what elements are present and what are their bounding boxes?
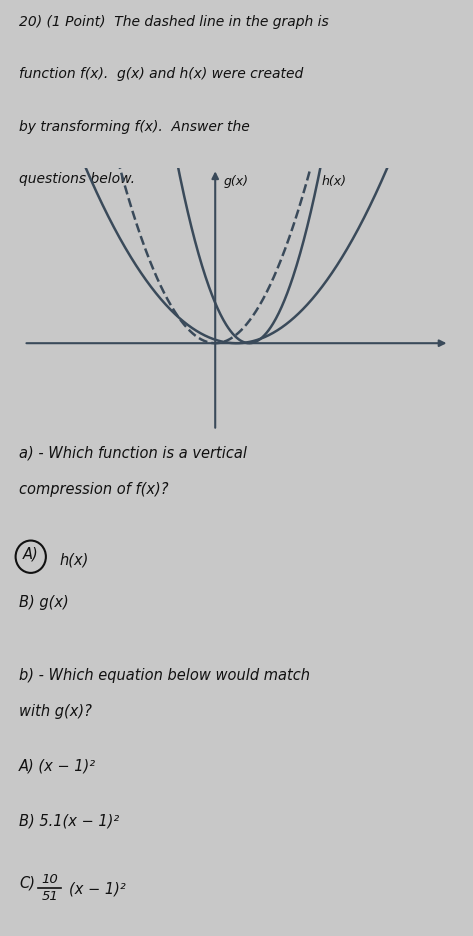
Text: questions below.: questions below. (19, 172, 135, 186)
Text: g(x): g(x) (224, 175, 249, 188)
Text: a) - Which function is a vertical: a) - Which function is a vertical (19, 446, 247, 461)
Text: 51: 51 (41, 890, 58, 903)
Text: A): A) (23, 547, 39, 562)
Text: b) - Which equation below would match: b) - Which equation below would match (19, 667, 310, 682)
Text: (x − 1)²: (x − 1)² (69, 881, 125, 896)
Text: C): C) (19, 875, 35, 890)
Text: B) 5.1(x − 1)²: B) 5.1(x − 1)² (19, 813, 119, 828)
Text: h(x): h(x) (59, 552, 88, 567)
Text: function f(x).  g(x) and h(x) were created: function f(x). g(x) and h(x) were create… (19, 67, 303, 81)
Text: 20) (1 Point)  The dashed line in the graph is: 20) (1 Point) The dashed line in the gra… (19, 15, 329, 29)
Text: h(x): h(x) (322, 175, 347, 188)
Text: compression of f(x)?: compression of f(x)? (19, 482, 168, 497)
Text: with g(x)?: with g(x)? (19, 704, 92, 719)
Text: 10: 10 (41, 872, 58, 885)
Text: by transforming f(x).  Answer the: by transforming f(x). Answer the (19, 120, 250, 134)
Text: B) g(x): B) g(x) (19, 595, 69, 610)
Text: A) (x − 1)²: A) (x − 1)² (19, 759, 96, 774)
